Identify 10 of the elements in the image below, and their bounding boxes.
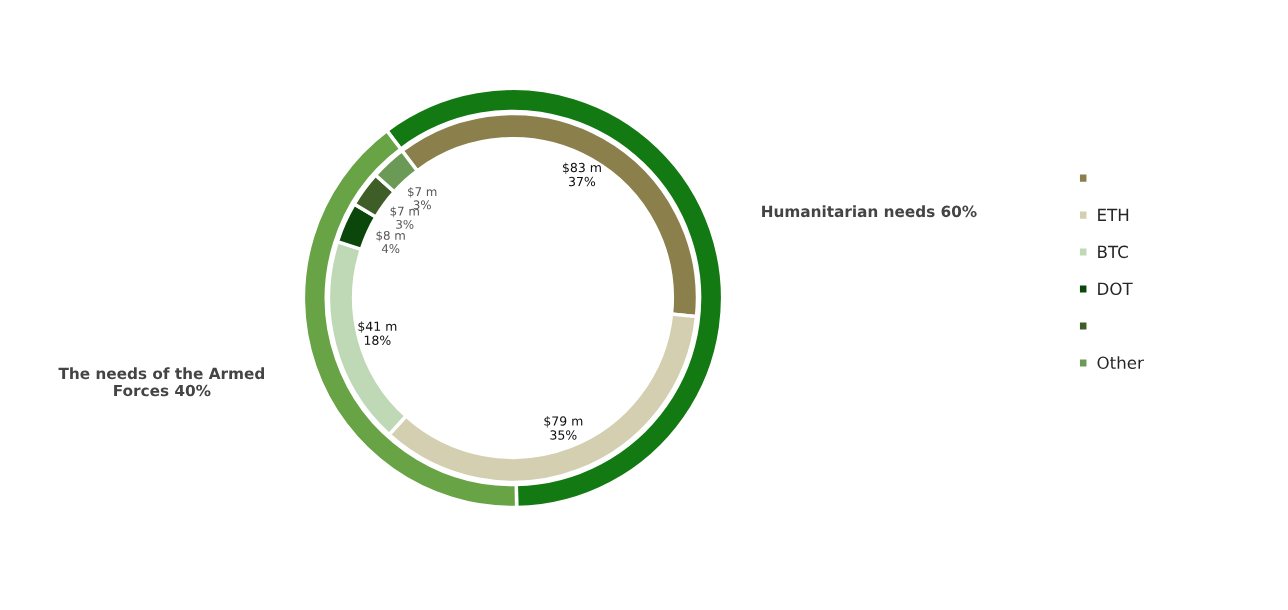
legend-label: DOT [1098,282,1133,296]
data-label: $79 m 35% [544,416,583,440]
legend-label: ETH [1098,208,1129,221]
data-label: $8 m 4% [376,230,405,254]
legend-label: BTC [1098,245,1128,259]
data-label: $83 m 37% [562,162,601,187]
data-label: $41 m 18% [358,321,397,345]
legend-label: Other [1097,356,1144,370]
slice-label: Humanitarian needs 60% [762,205,977,218]
slice-label: The needs of the Armed Forces 40% [58,367,264,397]
